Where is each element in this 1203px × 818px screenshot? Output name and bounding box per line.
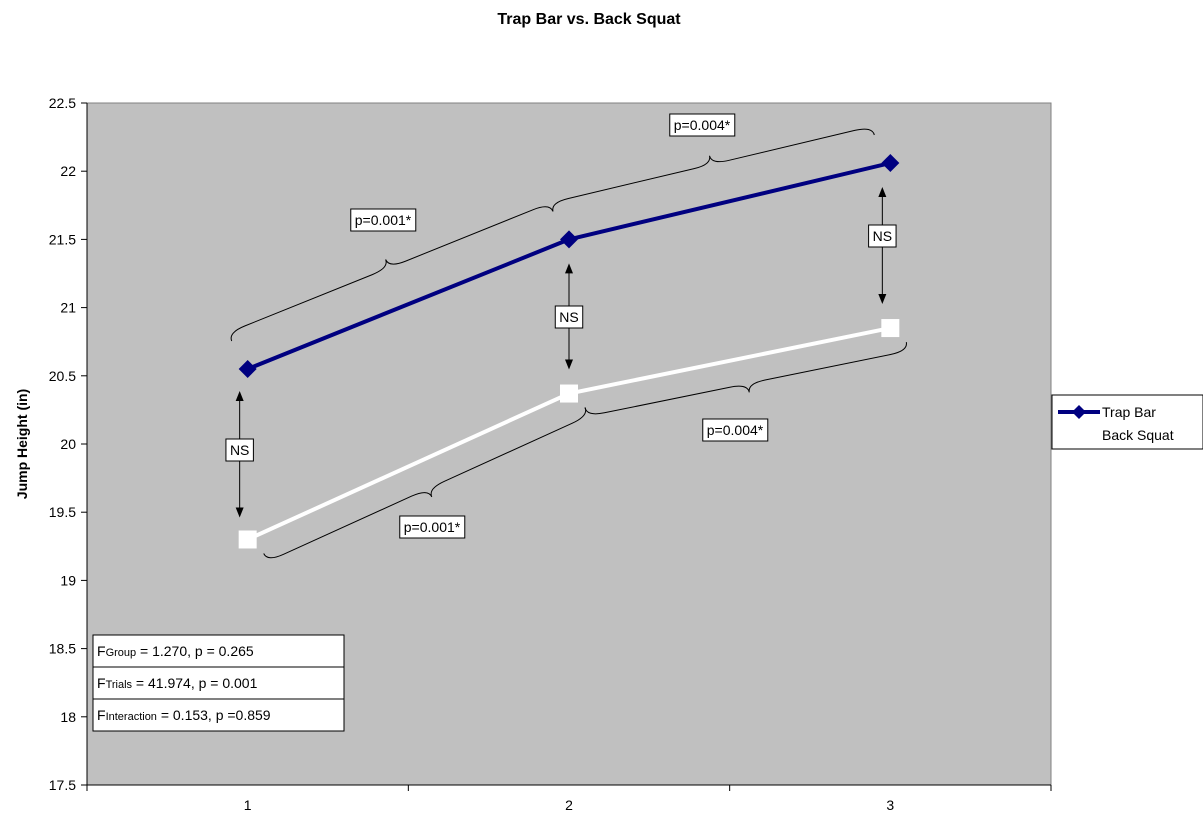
stats-row-text: FGroup = 1.270, p = 0.265 [97, 643, 254, 659]
p-label-back-1-2: p=0.001* [399, 515, 466, 539]
ns-label-2: NS [554, 305, 584, 329]
y-tick-label: 20.5 [49, 368, 76, 384]
ns-arrow-head [235, 507, 244, 518]
y-tick-label: 21.5 [49, 231, 76, 247]
ns-label-3: NS [868, 224, 897, 248]
x-tick-label: 1 [244, 797, 252, 813]
stat-subscript: Interaction [106, 711, 157, 723]
p-label-trap-2-3: p=0.004* [669, 113, 736, 137]
p-label-trap-1-2-text: p=0.001* [355, 212, 412, 228]
series [238, 154, 900, 549]
y-tick-label: 21 [60, 300, 76, 316]
ns-label-3-box [868, 224, 897, 248]
legend-label: Trap Bar [1102, 404, 1156, 420]
y-tick-label: 20 [60, 436, 76, 452]
ns-arrow-head [235, 390, 244, 401]
data-point-back-squat [238, 530, 257, 549]
stats-row-box [92, 698, 345, 732]
legend: Trap Bar Back Squat [1051, 394, 1203, 450]
ns-label-1: NS [225, 438, 254, 462]
stat-value: = 41.974, p = 0.001 [132, 675, 258, 691]
ns-label-2-text: NS [559, 309, 578, 325]
y-tick-label: 18 [60, 709, 76, 725]
stat-f: F [97, 643, 106, 659]
p-value-brace [584, 342, 907, 415]
p-label-back-1-2-box [399, 515, 466, 539]
ns-arrow-head [878, 187, 887, 198]
stats-row-text: FInteraction = 0.153, p =0.859 [97, 707, 271, 723]
y-tick-label: 19.5 [49, 504, 76, 520]
p-label-back-2-3-text: p=0.004* [707, 422, 764, 438]
chart-title: Trap Bar vs. Back Squat [497, 11, 681, 28]
y-tick-label: 22.5 [49, 95, 76, 111]
y-tick-label: 22 [60, 163, 76, 179]
ns-arrow-head [565, 263, 573, 274]
data-point-trap-bar [238, 359, 257, 378]
legend-square-marker [1072, 428, 1086, 442]
stat-f: F [97, 707, 106, 723]
p-label-trap-2-3-text: p=0.004* [674, 117, 731, 133]
ns-label-1-box [225, 438, 254, 462]
y-tick-label: 18.5 [49, 641, 76, 657]
y-axis-label: Jump Height (in) [14, 389, 30, 499]
y-tick-label: 19 [60, 572, 76, 588]
p-value-brace [263, 407, 587, 559]
p-value-brace [230, 206, 554, 342]
ns-arrow-head [878, 294, 887, 305]
p-value-brace [552, 128, 875, 212]
stats-row-text: FTrials = 41.974, p = 0.001 [97, 675, 258, 691]
stat-subscript: Group [106, 647, 137, 659]
axes: 17.5 18 18.5 19 19.5 20 20.5 21 21.5 22 22.5 1 2 3 [49, 95, 1052, 813]
stat-f: F [97, 675, 106, 691]
ns-label-3-text: NS [873, 228, 892, 244]
p-label-trap-1-2: p=0.001* [350, 208, 417, 232]
p-label-trap-1-2-box [350, 208, 417, 232]
annotations: p=0.001* p=0.004* p=0.001* p=0.004* NS NS NS [225, 113, 907, 559]
data-point-back-squat [881, 319, 900, 338]
ns-label-2-box [554, 305, 584, 329]
p-label-trap-2-3-box [669, 113, 736, 137]
p-label-back-1-2-text: p=0.001* [404, 519, 461, 535]
p-label-back-2-3-box [702, 418, 769, 442]
x-tick-label: 2 [565, 797, 573, 813]
data-point-trap-bar [881, 154, 900, 173]
data-point-trap-bar [560, 230, 578, 249]
stat-value: = 1.270, p = 0.265 [136, 643, 254, 659]
stat-value: = 0.153, p =0.859 [157, 707, 271, 723]
stats-row-box [92, 634, 345, 668]
legend-label: Back Squat [1102, 427, 1174, 443]
data-point-back-squat [560, 384, 578, 403]
x-tick-label: 3 [886, 797, 894, 813]
legend-diamond-marker [1072, 405, 1086, 419]
y-tick-label: 17.5 [49, 777, 76, 793]
p-label-back-2-3: p=0.004* [702, 418, 769, 442]
ns-label-1-text: NS [230, 442, 249, 458]
stats-row-box [92, 666, 345, 700]
ns-arrow-head [565, 359, 573, 370]
stat-subscript: Trials [106, 679, 133, 691]
